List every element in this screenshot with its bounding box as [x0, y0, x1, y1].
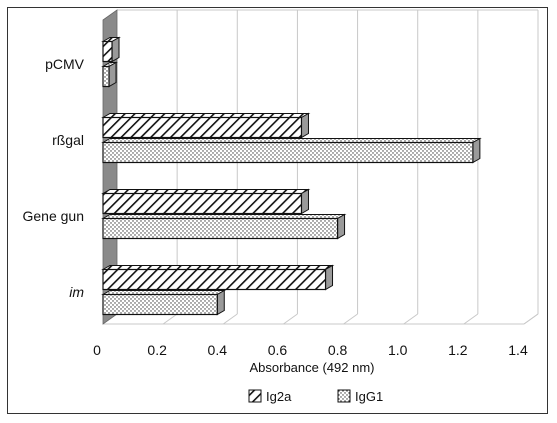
bars-layer [101, 36, 482, 316]
x-tick-label: 1.0 [388, 342, 408, 358]
labels-layer: 0 0.2 0.4 0.6 0.8 1.0 1.2 1.4 im Gene gun rßgal pCM… [23, 56, 528, 358]
x-axis-label: Absorbance (492 nm) [249, 360, 374, 375]
legend-swatch [337, 389, 351, 403]
floor-gridline [403, 313, 419, 325]
bar-side-Ig2a [300, 188, 309, 215]
bar-Ig2a [102, 192, 303, 215]
bar-side-Ig2a [300, 112, 309, 139]
bar-top-IgG1 [101, 214, 347, 219]
floor-gridline [222, 313, 238, 325]
bar-top-Ig2a [101, 265, 335, 270]
x-tick-label: 0.4 [208, 342, 228, 358]
bar-IgG1 [102, 65, 110, 88]
bar-top-Ig2a [101, 189, 311, 194]
bar-IgG1 [102, 217, 339, 240]
bar-side-IgG1 [472, 137, 481, 164]
legend-label: Ig2a [266, 389, 292, 404]
x-tick-label: 1.2 [448, 342, 468, 358]
category-label: rßgal [52, 132, 84, 148]
floor-gridline [162, 313, 178, 325]
x-tick-label: 0.6 [268, 342, 288, 358]
x-tick-label: 0.2 [147, 342, 167, 358]
bar-Ig2a [102, 268, 327, 291]
category-label: pCMV [45, 56, 85, 72]
floor-gridline [343, 313, 358, 325]
bar-top-IgG1 [101, 290, 227, 295]
bar-Ig2a [102, 40, 113, 63]
bar-IgG1 [102, 293, 218, 316]
bar-side-Ig2a [111, 36, 120, 63]
bar-side-IgG1 [216, 289, 225, 316]
bar-side-IgG1 [337, 213, 346, 240]
category-label: im [69, 284, 84, 300]
x-tick-label: 1.4 [508, 342, 528, 358]
bar-IgG1 [102, 141, 474, 164]
x-tick-label: 0 [93, 342, 101, 358]
bar-side-Ig2a [325, 264, 334, 291]
x-tick-label: 0.8 [328, 342, 348, 358]
bar-Ig2a [102, 116, 303, 139]
bar-side-IgG1 [108, 61, 117, 88]
legend-label: IgG1 [355, 389, 383, 404]
legend: Ig2a IgG1 [248, 389, 383, 404]
legend-swatch [248, 389, 262, 403]
bar-top-IgG1 [101, 138, 482, 143]
floor-gridline [463, 313, 479, 325]
floor-gridline [283, 313, 298, 325]
category-label: Gene gun [23, 208, 85, 224]
floor-gridline [523, 313, 539, 325]
